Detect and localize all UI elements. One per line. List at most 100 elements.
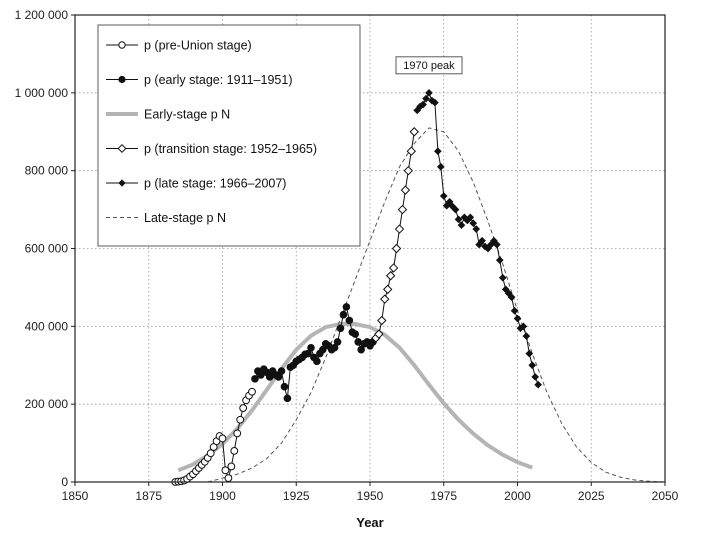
data-point bbox=[218, 434, 227, 443]
data-point bbox=[330, 343, 339, 352]
data-point bbox=[380, 294, 390, 304]
data-point bbox=[425, 89, 433, 97]
data-point bbox=[510, 306, 519, 315]
data-point bbox=[377, 315, 387, 326]
data-point bbox=[400, 185, 411, 195]
data-point bbox=[419, 100, 427, 109]
data-point bbox=[230, 446, 239, 455]
data-point bbox=[436, 162, 445, 171]
data-point bbox=[357, 345, 365, 354]
series-layer bbox=[171, 89, 666, 486]
data-point bbox=[445, 197, 454, 206]
data-point bbox=[495, 256, 504, 264]
data-point bbox=[248, 387, 256, 396]
data-point bbox=[274, 373, 283, 381]
data-point bbox=[385, 271, 396, 281]
legend-item-p-early-stage-1911-1951: p (early stage: 1911–1951) bbox=[106, 73, 292, 87]
x-tick-label: 2000 bbox=[504, 489, 531, 503]
legend-item-late-stage-p-n: Late-stage p N bbox=[106, 211, 226, 225]
data-point bbox=[117, 143, 127, 154]
data-point bbox=[439, 192, 448, 200]
series-line bbox=[177, 322, 533, 473]
data-point bbox=[236, 415, 245, 424]
data-point bbox=[118, 41, 126, 49]
legend-label: Late-stage p N bbox=[144, 211, 226, 225]
data-point bbox=[333, 338, 342, 346]
data-point bbox=[351, 330, 360, 338]
data-point bbox=[534, 380, 542, 389]
legend-label: Early-stage p N bbox=[144, 108, 230, 122]
x-tick-label: 2025 bbox=[578, 489, 605, 503]
data-point bbox=[403, 165, 414, 176]
series-line bbox=[416, 91, 539, 385]
data-point bbox=[528, 361, 537, 370]
legend: p (pre-Union stage) p (early stage: 1911–… bbox=[97, 24, 361, 247]
data-point bbox=[531, 373, 540, 381]
y-tick-label: 1 200 000 bbox=[15, 8, 69, 22]
legend-label: p (early stage: 1911–1951) bbox=[144, 73, 292, 87]
legend-item-p-late-stage-1966-2007: p (late stage: 1966–2007) bbox=[106, 177, 286, 191]
data-point bbox=[345, 316, 354, 325]
data-point bbox=[118, 179, 126, 187]
series-line bbox=[375, 131, 415, 339]
legend-label: p (pre-Union stage) bbox=[144, 39, 252, 53]
y-tick-label: 1 000 000 bbox=[15, 86, 69, 100]
y-tick-label: 400 000 bbox=[25, 319, 69, 333]
x-tick-label: 1900 bbox=[209, 489, 236, 503]
data-point bbox=[339, 310, 348, 319]
legend-item-p-transition-stage-1952-1965: p (transition stage: 1952–1965) bbox=[106, 142, 317, 156]
data-point bbox=[304, 349, 312, 358]
legend-box bbox=[97, 24, 361, 247]
data-point bbox=[434, 147, 442, 156]
data-point bbox=[519, 322, 528, 331]
data-point bbox=[283, 394, 292, 403]
legend-label: p (transition stage: 1952–1965) bbox=[144, 142, 317, 156]
x-tick-label: 1975 bbox=[430, 489, 457, 503]
data-point bbox=[406, 146, 417, 156]
data-point bbox=[388, 263, 399, 273]
annotation-box bbox=[395, 56, 463, 75]
data-point bbox=[342, 303, 351, 311]
data-point bbox=[431, 98, 439, 107]
data-point bbox=[374, 329, 384, 339]
y-tick-label: 0 bbox=[61, 475, 68, 489]
x-tick-label: 1850 bbox=[62, 489, 89, 503]
data-point bbox=[307, 343, 315, 352]
series-p-early-stage-1911-1951 bbox=[251, 303, 377, 403]
data-point bbox=[498, 273, 507, 282]
data-point bbox=[391, 243, 402, 254]
annotation-label: 1970 peak bbox=[403, 60, 455, 72]
data-point bbox=[239, 404, 248, 412]
legend-item-early-stage-p-n: Early-stage p N bbox=[106, 108, 230, 122]
series-p-late-stage-1966-2007 bbox=[413, 89, 542, 389]
data-point bbox=[472, 225, 481, 233]
data-point bbox=[206, 449, 215, 458]
data-point bbox=[466, 213, 475, 222]
series-early-stage-p-n bbox=[177, 322, 533, 473]
data-point bbox=[469, 219, 478, 228]
data-point bbox=[382, 284, 393, 295]
peak-annotation: 1970 peak bbox=[395, 56, 463, 75]
data-point bbox=[422, 94, 430, 103]
data-point bbox=[409, 127, 419, 137]
data-point bbox=[227, 462, 236, 471]
data-point bbox=[457, 221, 466, 229]
series-p-transition-stage-1952-1965 bbox=[371, 127, 419, 343]
data-point bbox=[221, 466, 230, 475]
y-tick-label: 800 000 bbox=[25, 164, 69, 178]
data-point bbox=[493, 240, 501, 249]
data-point bbox=[451, 205, 460, 214]
y-tick-label: 600 000 bbox=[25, 242, 69, 256]
data-point bbox=[397, 204, 408, 215]
data-point bbox=[313, 357, 321, 366]
data-point bbox=[478, 236, 486, 245]
data-point bbox=[454, 215, 463, 224]
x-tick-label: 1925 bbox=[283, 489, 310, 503]
data-point bbox=[336, 324, 345, 333]
data-point bbox=[318, 345, 327, 354]
x-axis-ticks: 1850 1875 1900 1925 1950 1975 2000 2025 2050 bbox=[62, 482, 679, 503]
series-p-pre-union-stage bbox=[171, 387, 256, 486]
data-point bbox=[522, 332, 531, 340]
y-tick-label: 200 000 bbox=[25, 397, 69, 411]
